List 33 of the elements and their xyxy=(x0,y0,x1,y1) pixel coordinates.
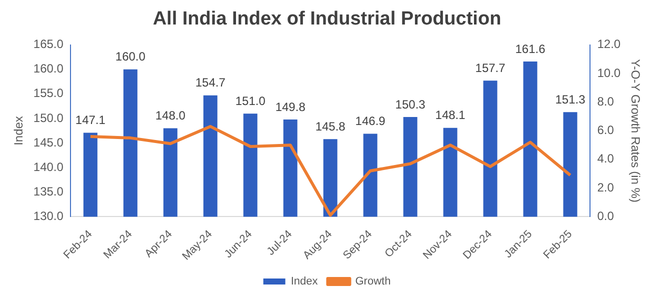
data-label: 150.3 xyxy=(395,97,426,112)
y2-axis-title: Y-O-Y Growth Rates (in %) xyxy=(628,59,642,202)
y2-tick-label: 12.0 xyxy=(597,37,621,52)
legend-label: Growth xyxy=(355,276,391,288)
y2-tick-label: 8.0 xyxy=(597,94,614,108)
y2-tick-label: 0.0 xyxy=(597,209,614,224)
y-tick-label: 160.0 xyxy=(33,62,64,76)
y2-tick-label: 10.0 xyxy=(597,66,621,80)
data-label: 145.8 xyxy=(315,119,346,134)
data-label: 146.9 xyxy=(355,114,386,128)
data-label: 148.0 xyxy=(155,108,186,123)
data-label: 161.6 xyxy=(515,42,546,56)
y-tick-label: 145.0 xyxy=(33,135,64,150)
data-label: 160.0 xyxy=(115,50,146,64)
y2-tick-label: 4.0 xyxy=(597,152,614,166)
data-label: 154.7 xyxy=(195,76,226,90)
y-tick-label: 135.0 xyxy=(33,184,64,198)
y-tick-label: 150.0 xyxy=(33,110,64,125)
data-label: 147.1 xyxy=(75,113,106,128)
y-axis-title: Index xyxy=(12,116,26,146)
y-tick-label: 155.0 xyxy=(33,86,64,100)
chart-title: All India Index of Industrial Production xyxy=(152,8,502,30)
y-tick-label: 130.0 xyxy=(33,209,64,224)
y2-tick-label: 6.0 xyxy=(597,123,614,138)
y2-tick-label: 2.0 xyxy=(597,180,614,194)
data-label: 149.8 xyxy=(275,100,306,114)
y-tick-label: 165.0 xyxy=(33,37,64,52)
y-tick-label: 140.0 xyxy=(33,160,64,174)
data-label: 151.0 xyxy=(235,94,266,108)
data-label: 148.1 xyxy=(435,108,466,122)
data-label: 157.7 xyxy=(475,60,506,75)
legend-label: Index xyxy=(290,276,318,288)
data-label: 151.3 xyxy=(555,92,586,106)
